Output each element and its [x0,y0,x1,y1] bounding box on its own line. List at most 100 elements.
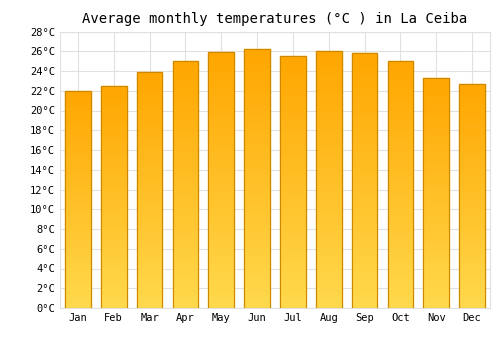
Bar [101,219,126,221]
Bar [280,270,306,273]
Bar [424,244,449,246]
Bar [244,217,270,220]
Bar [101,146,126,148]
Bar [352,204,378,206]
Bar [280,258,306,260]
Bar [388,96,413,98]
Bar [101,181,126,183]
Bar [208,108,234,111]
Bar [424,223,449,225]
Bar [172,303,199,306]
Bar [136,209,162,211]
Bar [459,133,485,135]
Bar [388,140,413,142]
Bar [244,161,270,163]
Bar [280,195,306,197]
Bar [136,162,162,164]
Bar [101,237,126,239]
Bar [172,197,199,199]
Bar [244,83,270,85]
Bar [136,287,162,289]
Bar [316,270,342,272]
Bar [101,268,126,270]
Bar [172,101,199,103]
Bar [101,293,126,295]
Bar [208,208,234,211]
Bar [136,166,162,169]
Bar [65,160,91,162]
Bar [459,104,485,106]
Bar [136,147,162,150]
Bar [172,93,199,96]
Bar [352,104,378,107]
Bar [172,187,199,189]
Bar [316,205,342,208]
Bar [172,165,199,167]
Bar [388,236,413,239]
Bar [424,241,449,244]
Bar [352,278,378,280]
Bar [280,79,306,81]
Bar [101,173,126,175]
Bar [459,234,485,236]
Bar [65,117,91,119]
Bar [388,268,413,271]
Bar [244,122,270,124]
Bar [424,248,449,251]
Bar [172,226,199,229]
Bar [316,164,342,167]
Bar [208,134,234,136]
Bar [65,130,91,132]
Bar [244,130,270,132]
Bar [172,192,199,195]
Bar [388,251,413,254]
Bar [388,182,413,184]
Bar [208,152,234,155]
Bar [244,261,270,264]
Bar [136,193,162,195]
Bar [65,186,91,189]
Bar [65,158,91,160]
Bar [459,174,485,176]
Bar [136,145,162,147]
Bar [280,106,306,109]
Bar [101,126,126,128]
Bar [280,157,306,160]
Bar [352,137,378,140]
Bar [352,89,378,91]
Bar [208,96,234,98]
Bar [459,102,485,104]
Bar [424,264,449,267]
Bar [65,262,91,265]
Bar [101,86,126,308]
Bar [65,139,91,141]
Bar [136,296,162,299]
Bar [316,213,342,216]
Bar [244,293,270,295]
Bar [208,275,234,277]
Bar [459,259,485,261]
Bar [65,295,91,297]
Bar [459,225,485,227]
Bar [172,74,199,76]
Bar [101,235,126,237]
Bar [244,75,270,78]
Bar [172,103,199,106]
Bar [172,158,199,160]
Bar [280,306,306,308]
Bar [136,275,162,277]
Bar [316,131,342,133]
Bar [244,238,270,241]
Bar [352,122,378,125]
Bar [280,64,306,66]
Bar [388,288,413,291]
Bar [459,209,485,212]
Bar [352,53,378,308]
Bar [136,74,162,77]
Bar [101,215,126,217]
Bar [388,111,413,113]
Bar [65,171,91,173]
Bar [424,276,449,278]
Bar [459,169,485,171]
Bar [388,256,413,259]
